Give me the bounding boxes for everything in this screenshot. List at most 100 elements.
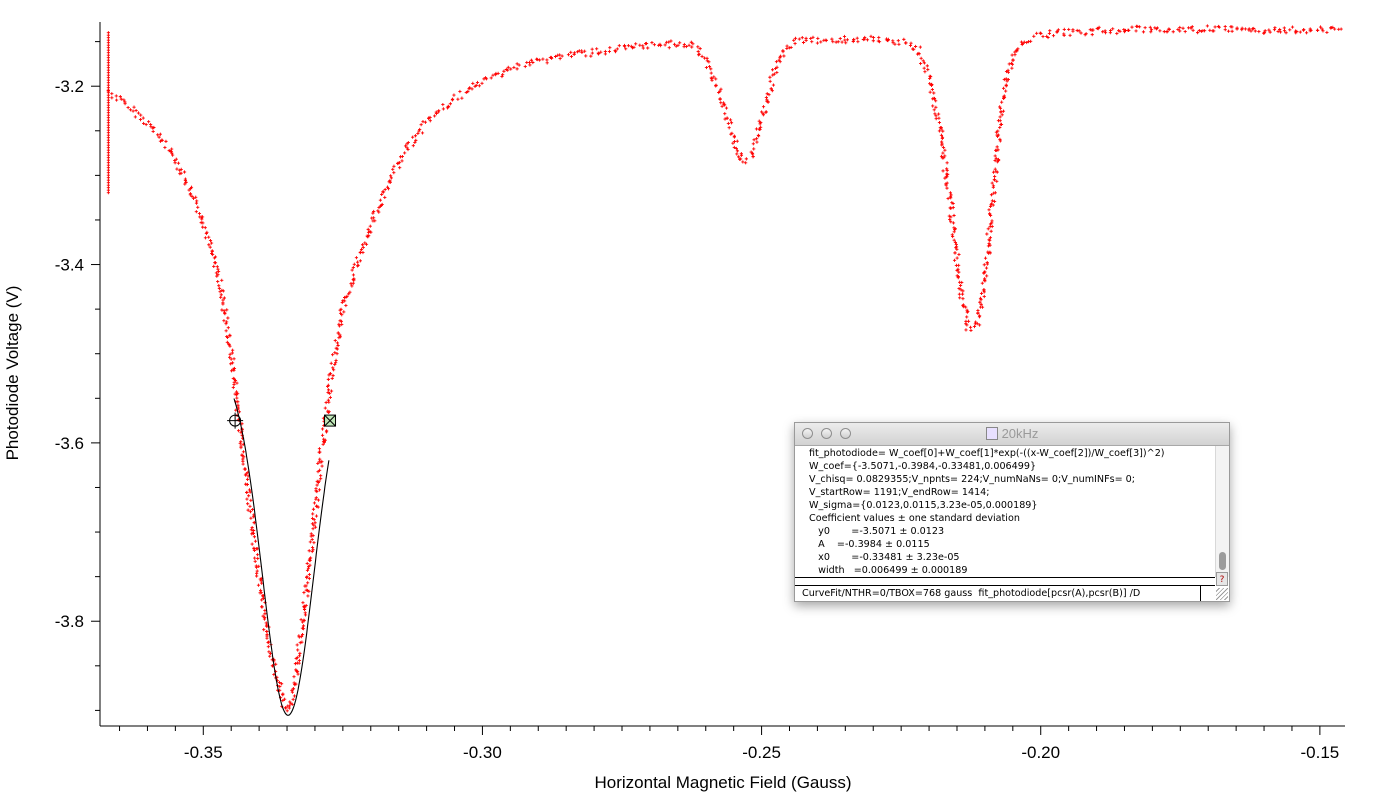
data-point (245, 490, 249, 495)
data-point (953, 251, 957, 255)
data-point (1108, 28, 1113, 33)
data-point (1203, 29, 1207, 33)
document-icon (985, 427, 998, 440)
data-point (131, 109, 135, 113)
data-point (138, 118, 143, 122)
history-area[interactable]: fit_photodiode= W_coef[0]+W_coef[1]*exp(… (795, 446, 1215, 577)
data-point (974, 320, 978, 324)
data-point (489, 76, 493, 80)
data-point (945, 186, 949, 190)
close-window-button[interactable] (802, 428, 813, 439)
data-point (259, 588, 263, 593)
data-point (957, 270, 961, 274)
data-point (553, 54, 558, 59)
data-point (311, 527, 315, 531)
data-point (413, 140, 417, 145)
data-point (684, 44, 688, 49)
cursors[interactable] (227, 412, 337, 429)
data-point (993, 199, 997, 203)
data-point (428, 115, 432, 120)
data-point (358, 251, 362, 255)
data-point (416, 131, 420, 136)
data-point (1038, 31, 1042, 35)
data-point (778, 54, 783, 58)
data-point (959, 288, 963, 292)
data-point (652, 43, 657, 47)
data-point (939, 133, 944, 137)
data-point (674, 44, 678, 48)
data-point (1263, 29, 1267, 33)
data-point (248, 504, 252, 508)
data-point (719, 101, 723, 105)
command-window[interactable]: 20kHz fit_photodiode= W_coef[0]+W_coef[1… (794, 422, 1230, 602)
data-point (949, 193, 953, 197)
data-point (1004, 89, 1008, 93)
data-point (1127, 28, 1131, 32)
data-point (110, 92, 114, 96)
data-point (940, 143, 944, 147)
data-point (996, 129, 1000, 133)
data-point (869, 34, 873, 38)
data-point (755, 140, 759, 144)
data-point (764, 95, 768, 100)
data-point (819, 40, 823, 44)
data-point (217, 286, 221, 290)
data-point (709, 71, 713, 75)
window-title-area: 20kHz (795, 426, 1229, 441)
data-point (268, 654, 272, 658)
data-point (268, 651, 273, 655)
data-point (123, 100, 127, 104)
data-point (871, 35, 876, 40)
data-point (313, 525, 318, 529)
data-point (1302, 28, 1306, 32)
data-point (147, 120, 151, 124)
scrollbar-thumb[interactable] (1219, 552, 1226, 570)
history-scrollbar[interactable] (1215, 446, 1229, 577)
data-point (1000, 100, 1004, 104)
data-point (235, 396, 239, 400)
data-point (744, 157, 748, 161)
data-point (955, 274, 959, 278)
data-point (691, 42, 695, 46)
data-point (274, 662, 278, 666)
data-point (1055, 30, 1059, 34)
zoom-window-button[interactable] (840, 428, 851, 439)
data-point (527, 60, 532, 65)
command-input[interactable]: CurveFit/NTHR=0/TBOX=768 gauss fit_photo… (795, 586, 1201, 601)
data-point (370, 216, 374, 220)
minimize-window-button[interactable] (821, 428, 832, 439)
data-point (213, 261, 217, 265)
data-point (951, 234, 955, 239)
data-point (1068, 33, 1072, 37)
data-point (263, 608, 267, 613)
data-point (227, 343, 231, 347)
data-point (317, 460, 321, 464)
data-point (897, 42, 901, 46)
data-point (785, 44, 789, 48)
data-point (1009, 61, 1014, 65)
data-point (569, 50, 573, 54)
data-point (891, 41, 895, 45)
data-point (179, 167, 183, 172)
data-point (191, 196, 196, 200)
resize-grip-icon[interactable] (1216, 588, 1228, 600)
data-point (968, 325, 973, 329)
data-point (726, 121, 730, 126)
data-point (932, 108, 936, 112)
data-point (1002, 77, 1006, 82)
data-point (329, 389, 334, 393)
window-titlebar[interactable]: 20kHz (795, 423, 1229, 446)
data-point (359, 247, 364, 252)
data-point (845, 38, 849, 42)
data-point (283, 706, 287, 710)
data-point (239, 440, 243, 444)
help-button[interactable]: ? (1216, 572, 1228, 586)
data-point (149, 125, 153, 129)
data-point (234, 390, 239, 394)
pane-divider[interactable] (795, 577, 1215, 586)
data-point (182, 170, 187, 174)
data-point (306, 594, 310, 598)
data-point (877, 35, 881, 40)
data-point (1309, 28, 1313, 32)
data-point (308, 540, 312, 544)
